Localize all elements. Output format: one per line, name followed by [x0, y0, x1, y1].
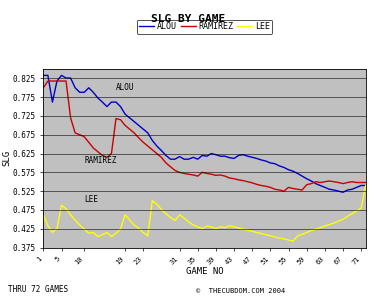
LEE: [291, 239, 295, 243]
RAMIREZ: [46, 79, 50, 83]
Legend: ALOU, RAMIREZ, LEE: ALOU, RAMIREZ, LEE: [136, 20, 273, 34]
ALOU: [86, 86, 91, 90]
RAMIREZ: [227, 176, 232, 180]
ALOU: [259, 158, 264, 162]
ALOU: [245, 154, 250, 158]
Text: ALOU: ALOU: [116, 83, 135, 92]
Line: RAMIREZ: RAMIREZ: [43, 81, 366, 191]
Text: RAMIREZ: RAMIREZ: [84, 156, 116, 165]
X-axis label: GAME NO: GAME NO: [186, 267, 223, 276]
LEE: [259, 232, 264, 236]
RAMIREZ: [282, 189, 286, 193]
Line: ALOU: ALOU: [43, 75, 366, 192]
ALOU: [363, 184, 368, 187]
RAMIREZ: [41, 86, 46, 90]
Text: LEE: LEE: [84, 195, 98, 204]
RAMIREZ: [264, 184, 268, 188]
RAMIREZ: [345, 181, 350, 184]
LEE: [41, 213, 46, 217]
Y-axis label: SLG: SLG: [2, 150, 11, 166]
Text: THRU 72 GAMES: THRU 72 GAMES: [8, 285, 67, 294]
Text: SLG BY GAME: SLG BY GAME: [152, 14, 225, 23]
LEE: [223, 226, 227, 230]
LEE: [86, 231, 91, 235]
Text: ©  THECUBDOM.COM 2004: © THECUBDOM.COM 2004: [196, 288, 285, 294]
LEE: [245, 228, 250, 232]
RAMIREZ: [250, 181, 254, 185]
ALOU: [118, 105, 123, 108]
Line: LEE: LEE: [43, 185, 366, 241]
LEE: [150, 199, 155, 202]
ALOU: [41, 74, 46, 77]
RAMIREZ: [91, 146, 95, 150]
RAMIREZ: [155, 152, 159, 155]
ALOU: [341, 190, 345, 194]
LEE: [363, 184, 368, 187]
RAMIREZ: [363, 181, 368, 184]
ALOU: [150, 139, 155, 142]
LEE: [118, 227, 123, 231]
ALOU: [223, 154, 227, 158]
